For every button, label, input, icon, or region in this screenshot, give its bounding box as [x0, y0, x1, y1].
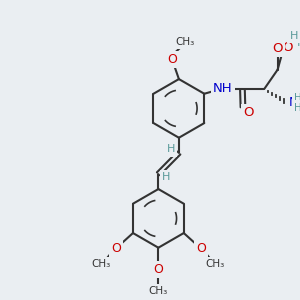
Text: CH₃: CH₃: [92, 259, 111, 269]
Text: O: O: [167, 52, 177, 66]
Text: O: O: [196, 242, 206, 255]
Text: H: H: [294, 103, 300, 112]
Text: N: N: [289, 96, 298, 109]
Text: O: O: [283, 41, 293, 54]
Text: O: O: [153, 263, 163, 276]
Text: CH₃: CH₃: [206, 259, 225, 269]
Text: H: H: [290, 31, 298, 41]
Text: H: H: [294, 93, 300, 103]
Text: H: H: [292, 38, 300, 48]
Text: CH₃: CH₃: [176, 37, 195, 47]
Text: CH₃: CH₃: [149, 286, 168, 296]
Text: NH: NH: [213, 82, 233, 95]
Text: O: O: [272, 42, 283, 55]
Text: H: H: [167, 145, 175, 154]
Text: O: O: [243, 106, 254, 119]
Text: H: H: [162, 172, 170, 182]
Text: O: O: [111, 242, 121, 255]
